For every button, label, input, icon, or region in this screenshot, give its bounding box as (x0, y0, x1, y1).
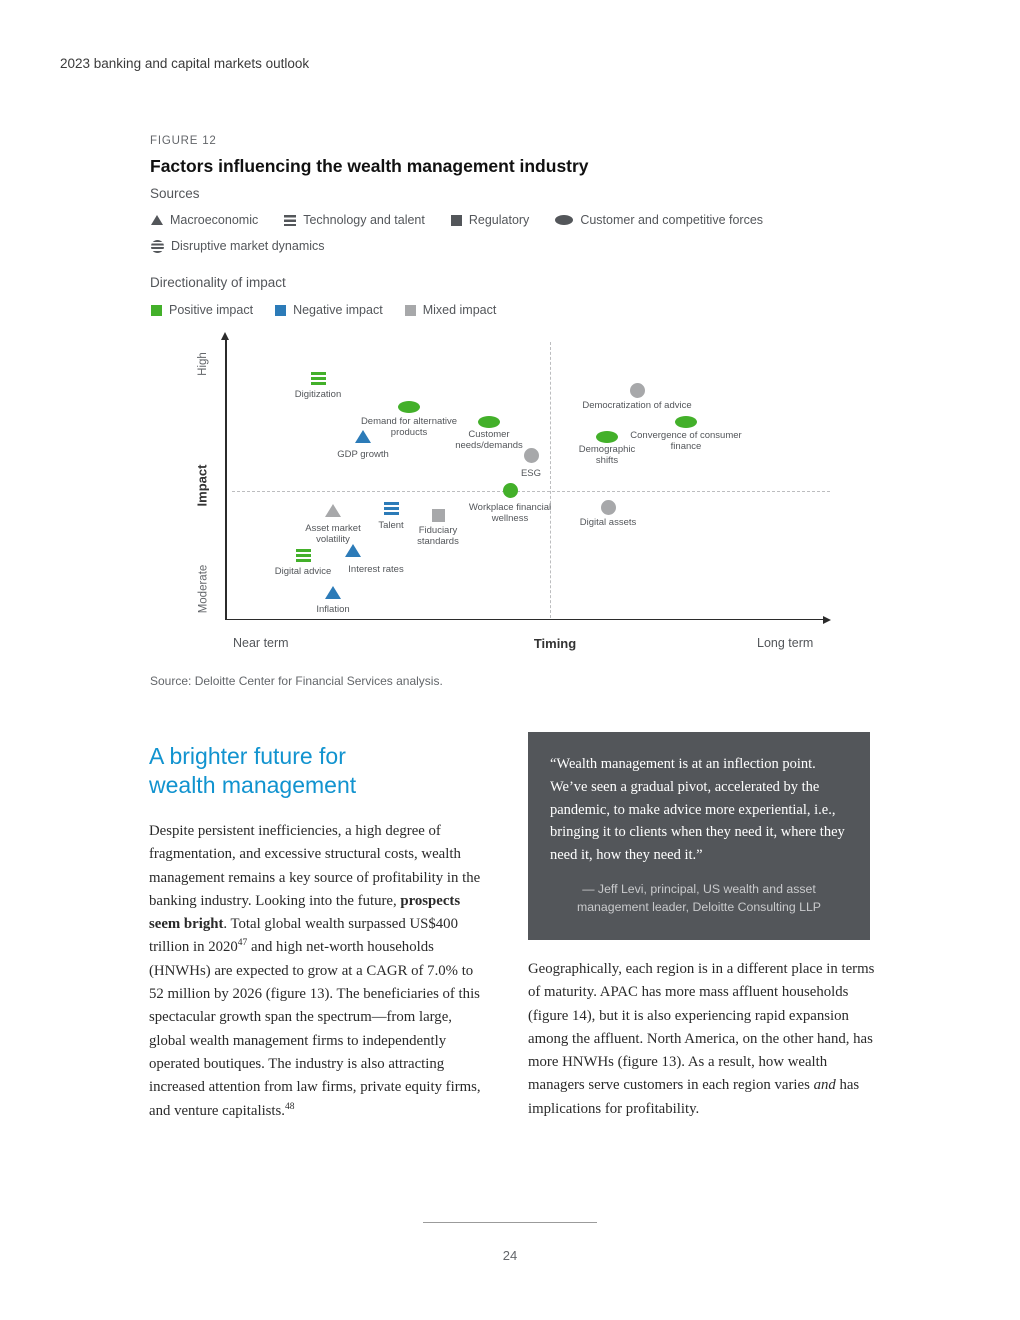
legend-label: Negative impact (293, 303, 383, 317)
impact-legend-row: Positive impact Negative impact Mixed im… (151, 303, 496, 317)
legend-item-macroeconomic: Macroeconomic (151, 213, 258, 227)
chart-point-label-esg: ESG (520, 468, 542, 479)
body-paragraph-left: Despite persistent inefficiencies, a hig… (149, 823, 481, 1119)
legend-item-negative-impact: Negative impact (275, 303, 383, 317)
x-axis-label-near-term: Near term (233, 636, 289, 650)
footer-rule (423, 1222, 597, 1223)
chart-point-label-asset-market-volatility: Asset market volatility (305, 523, 361, 545)
x-axis-title: Timing (533, 636, 577, 651)
chart-point-label-inflation: Inflation (316, 604, 350, 615)
chart-point-asset-market-volatility (325, 504, 341, 517)
y-axis-label-high: High (197, 352, 209, 376)
sources-label: Sources (150, 186, 200, 201)
x-axis-arrow-icon (823, 615, 831, 624)
ellipse-icon (555, 215, 574, 225)
figure-title: Factors influencing the wealth managemen… (150, 156, 589, 176)
chart-point-digital-advice (295, 548, 311, 562)
chart-point-label-workplace-financial-wellness: Workplace financial wellness (468, 502, 552, 524)
chart-point-digitization (310, 371, 326, 385)
sources-legend-row-2: Disruptive market dynamics (151, 239, 325, 253)
y-axis-label-moderate: Moderate (197, 564, 209, 614)
legend-item-regulatory: Regulatory (450, 213, 530, 227)
chart-point-fiduciary-standards (431, 508, 445, 522)
mixed-swatch-icon (404, 304, 416, 316)
y-axis-arrow-icon (221, 332, 229, 340)
legend-label: Customer and competitive forces (580, 213, 764, 227)
legend-label: Technology and talent (303, 213, 425, 227)
chart-point-demographic-shifts (596, 431, 618, 443)
legend-item-customer-competitive: Customer and competitive forces (555, 213, 763, 227)
square-icon (450, 214, 462, 226)
running-header: 2023 banking and capital markets outlook (60, 56, 310, 71)
legend-label: Regulatory (468, 213, 530, 227)
pull-quote-attribution: — Jeff Levi, principal, US wealth and as… (576, 881, 822, 914)
figure-source-note: Source: Deloitte Center for Financial Se… (150, 674, 443, 688)
x-axis-label-long-term: Long term (757, 636, 814, 650)
chart-point-label-gdp-growth: GDP growth (337, 449, 389, 460)
horizontal-divider-dashed (232, 491, 830, 492)
page-number: 24 (502, 1248, 518, 1263)
chart-point-esg (523, 447, 539, 463)
chart-point-label-digital-advice: Digital advice (274, 566, 332, 577)
chart-point-label-democratization-of-advice: Democratization of advice (582, 400, 692, 411)
chart-point-label-demand-for-alternative-products: Demand for alternative products (360, 416, 458, 438)
chart-point-label-talent: Talent (378, 520, 404, 531)
y-axis-line (225, 340, 227, 620)
x-axis-line (225, 618, 825, 620)
chart-point-label-digitization: Digitization (294, 389, 342, 400)
legend-item-disruptive-market: Disruptive market dynamics (151, 239, 325, 253)
figure-eyebrow: FIGURE 12 (150, 135, 217, 147)
positive-swatch-icon (151, 304, 162, 316)
chart-point-talent (383, 501, 399, 515)
chart-point-convergence-of-consumer-finance (675, 416, 697, 428)
legend-item-positive-impact: Positive impact (151, 303, 253, 317)
chart-point-label-customer-needs-demands: Customer needs/demands (455, 429, 523, 451)
vertical-divider-dashed (550, 342, 551, 618)
chart-point-interest-rates (345, 544, 361, 557)
negative-swatch-icon (275, 304, 287, 316)
striped-circle-icon (151, 239, 164, 253)
chart-point-label-fiduciary-standards: Fiduciary standards (417, 525, 459, 547)
pull-quote-box: “Wealth management is at an inflection p… (528, 732, 870, 940)
y-axis-title: Impact (194, 464, 210, 506)
chart-point-democratization-of-advice (629, 382, 645, 398)
legend-item-mixed-impact: Mixed impact (404, 303, 497, 317)
pull-quote-text: “Wealth management is at an inflection p… (550, 756, 845, 864)
chart-point-label-digital-assets: Digital assets (579, 517, 637, 528)
body-paragraph-right: Geographically, each region is in a diff… (528, 961, 875, 1117)
chart-point-label-interest-rates: Interest rates (348, 564, 404, 575)
chart-point-customer-needs-demands (478, 416, 500, 428)
chart-point-label-convergence-of-consumer-finance: Convergence of consumer finance (630, 430, 742, 452)
chart-point-gdp-growth (355, 430, 371, 443)
striped-square-icon (284, 214, 297, 226)
legend-item-technology-talent: Technology and talent (284, 213, 425, 227)
chart-point-label-demographic-shifts: Demographic shifts (578, 444, 636, 466)
chart-point-inflation (325, 586, 341, 599)
legend-label: Positive impact (169, 303, 254, 317)
chart-point-digital-assets (600, 499, 616, 515)
section-heading: A brighter future for wealth management (149, 743, 357, 798)
directionality-label: Directionality of impact (150, 275, 286, 290)
sources-legend-row-1: Macroeconomic Technology and talent Regu… (151, 213, 763, 227)
legend-label: Mixed impact (422, 303, 497, 317)
legend-label: Disruptive market dynamics (171, 239, 325, 253)
legend-label: Macroeconomic (170, 213, 259, 227)
triangle-icon (151, 215, 163, 225)
chart-point-workplace-financial-wellness (502, 482, 518, 498)
chart-point-demand-for-alternative-products (398, 401, 420, 413)
